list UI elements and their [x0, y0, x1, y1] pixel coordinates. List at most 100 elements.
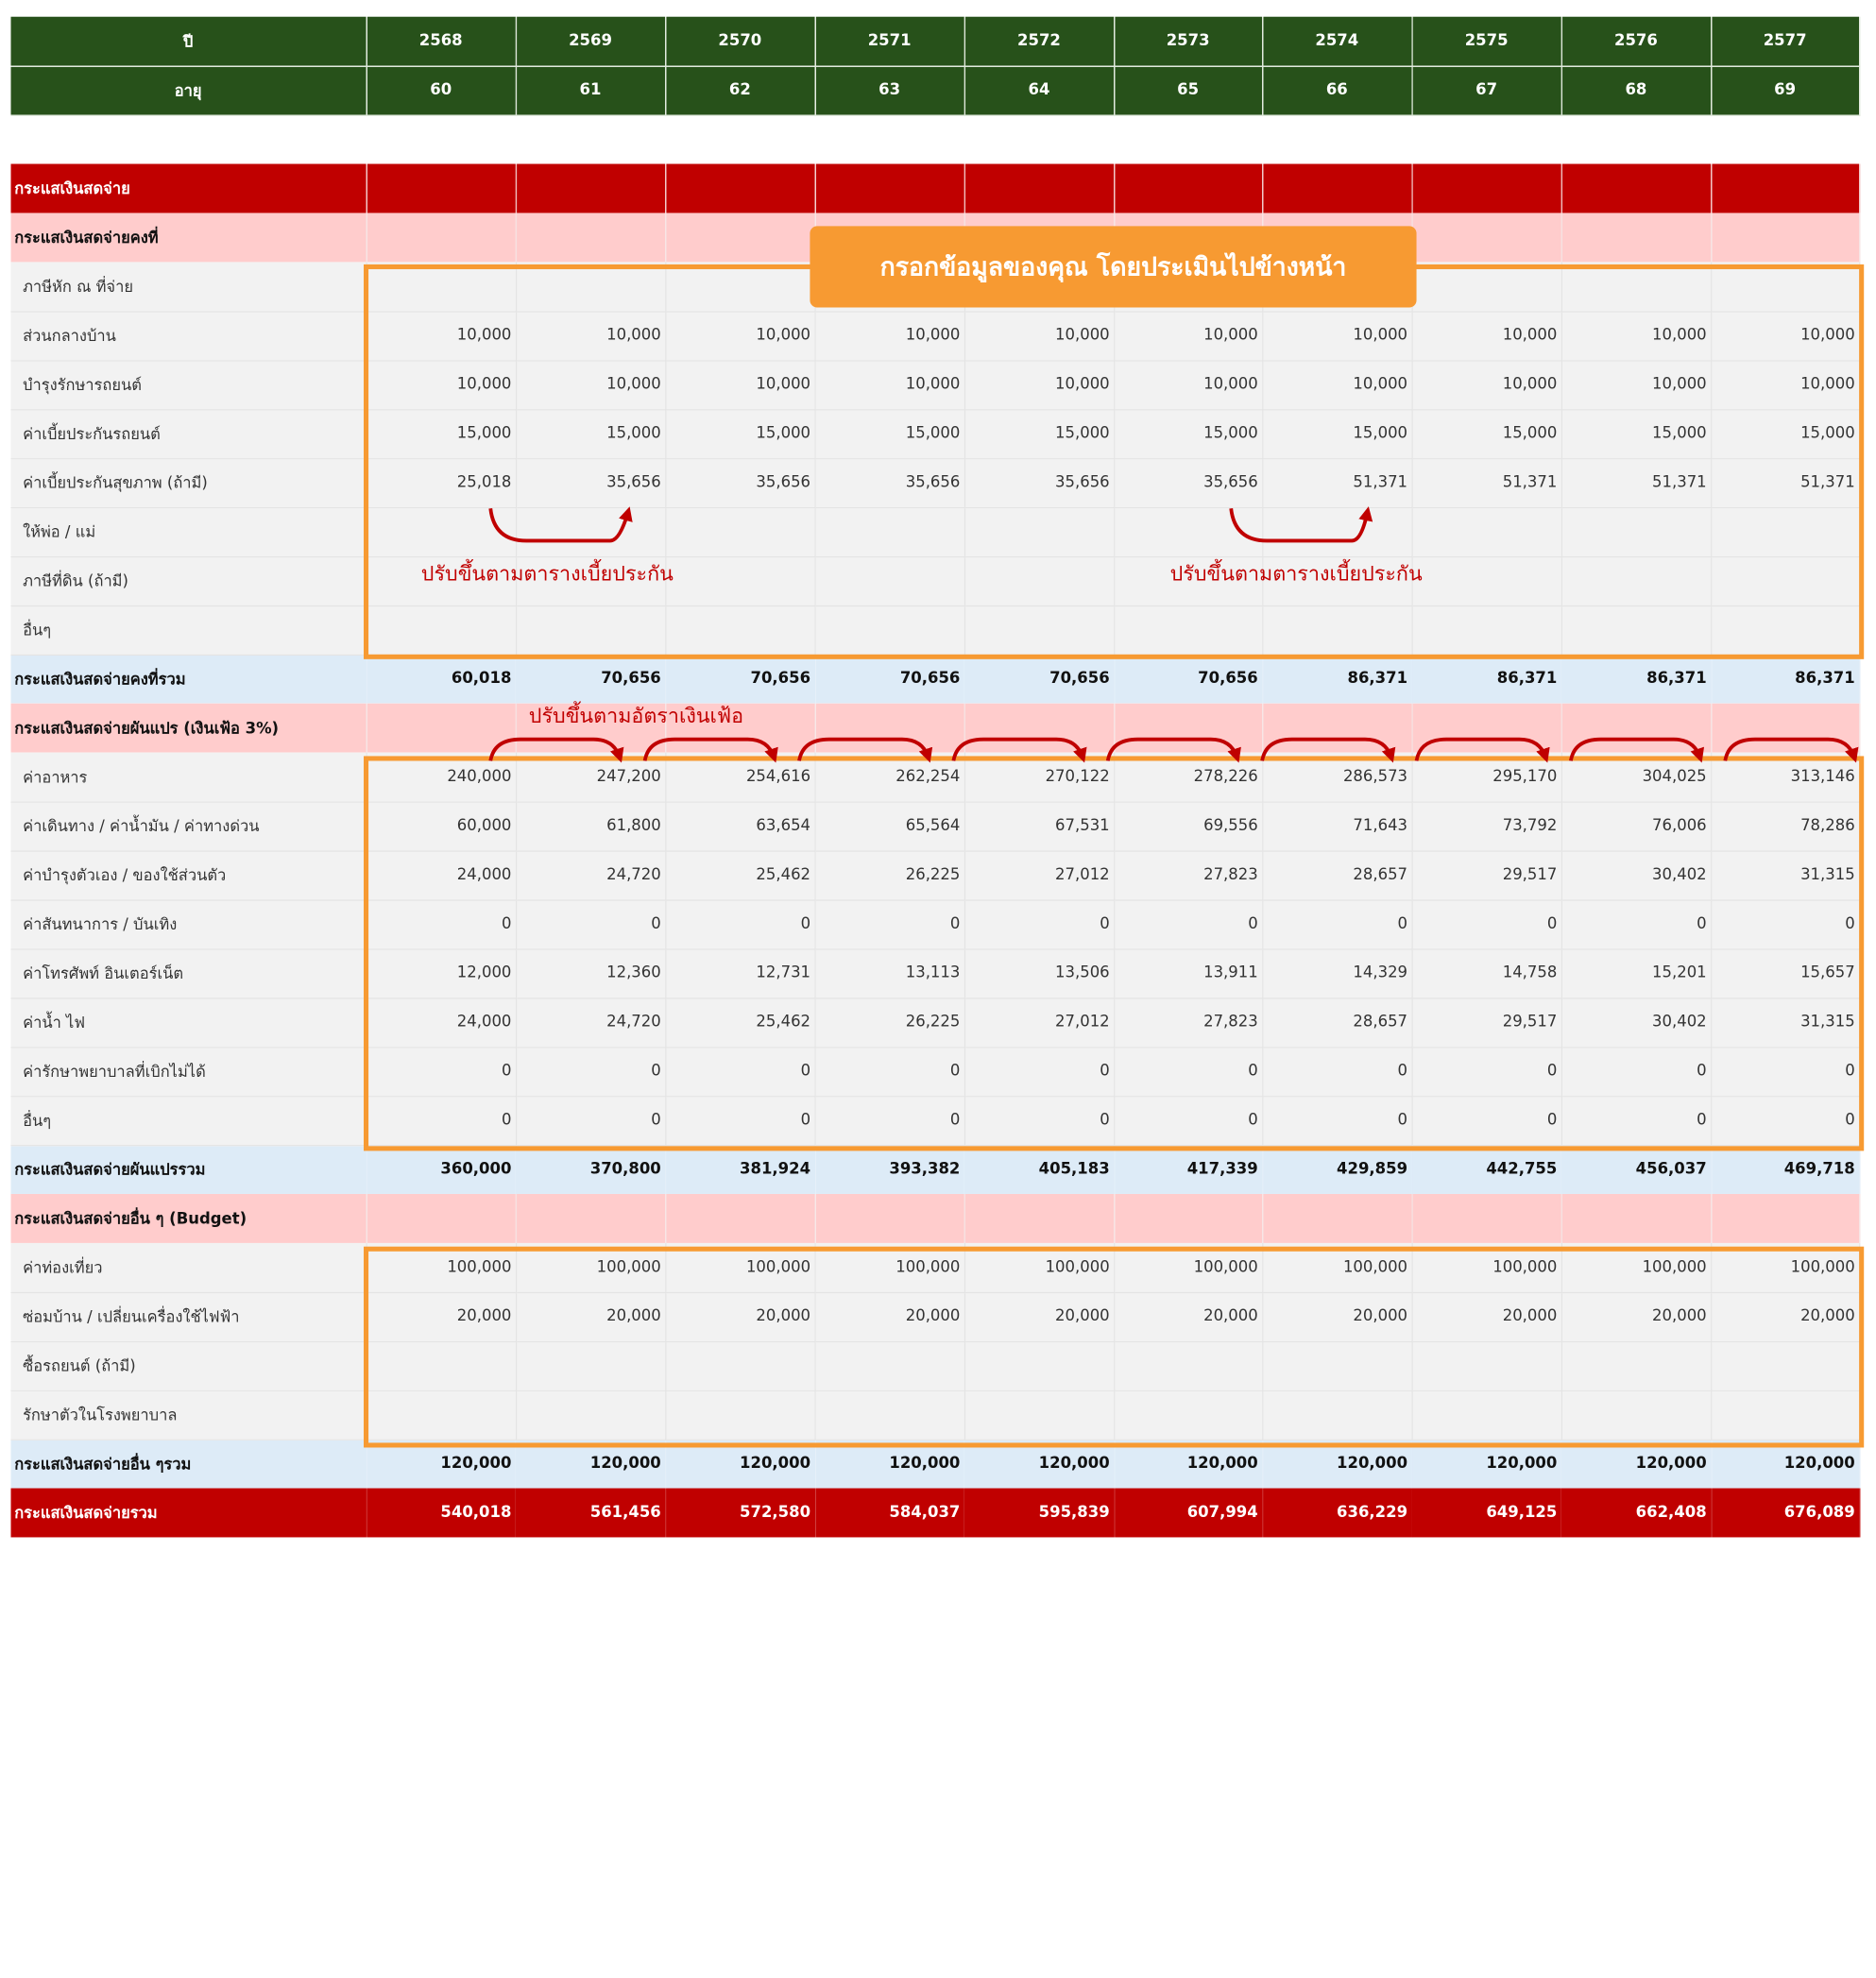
value-cell[interactable]: 63,654	[665, 801, 816, 852]
value-cell[interactable]: 61,800	[515, 801, 666, 852]
row-label[interactable]: ส่วนกลางบ้าน	[10, 311, 367, 361]
value-cell[interactable]: 393,382	[814, 1145, 965, 1194]
age-cell[interactable]: 62	[665, 65, 816, 116]
value-cell[interactable]	[1411, 213, 1562, 263]
value-cell[interactable]: 15,000	[1114, 409, 1263, 459]
row-label[interactable]: ซื้อรถยนต์ (ถ้ามี)	[10, 1340, 367, 1391]
value-cell[interactable]	[964, 1193, 1115, 1243]
value-cell[interactable]: 10,000	[515, 360, 666, 410]
value-cell[interactable]: 0	[814, 899, 965, 949]
value-cell[interactable]	[1711, 262, 1860, 312]
value-cell[interactable]: 20,000	[1114, 1291, 1263, 1342]
value-cell[interactable]	[1560, 163, 1712, 213]
value-cell[interactable]	[515, 1193, 666, 1243]
value-cell[interactable]: 15,657	[1711, 948, 1860, 998]
age-cell[interactable]: 65	[1114, 65, 1263, 116]
value-cell[interactable]	[515, 262, 666, 312]
value-cell[interactable]: 10,000	[366, 360, 517, 410]
value-cell[interactable]: 20,000	[366, 1291, 517, 1342]
value-cell[interactable]	[515, 506, 666, 557]
value-cell[interactable]: 0	[964, 899, 1115, 949]
value-cell[interactable]	[665, 213, 816, 263]
value-cell[interactable]	[515, 605, 666, 656]
value-cell[interactable]: 0	[1560, 1047, 1712, 1097]
value-cell[interactable]: 20,000	[515, 1291, 666, 1342]
value-cell[interactable]	[1114, 605, 1263, 656]
value-cell[interactable]: 35,656	[814, 458, 965, 508]
row-label[interactable]: ค่าท่องเที่ยว	[10, 1242, 367, 1293]
value-cell[interactable]	[1560, 1193, 1712, 1243]
value-cell[interactable]	[515, 555, 666, 606]
value-cell[interactable]: 20,000	[1262, 1291, 1413, 1342]
value-cell[interactable]	[515, 1340, 666, 1391]
value-cell[interactable]: 0	[1114, 1096, 1263, 1146]
value-cell[interactable]: 20,000	[1560, 1291, 1712, 1342]
value-cell[interactable]: 24,720	[515, 850, 666, 901]
value-cell[interactable]	[1262, 555, 1413, 606]
value-cell[interactable]: 14,758	[1411, 948, 1562, 998]
value-cell[interactable]	[515, 213, 666, 263]
row-label[interactable]: ค่าโทรศัพท์ อินเตอร์เน็ต	[10, 948, 367, 998]
row-label[interactable]: กระแสเงินสดจ่ายคงที่รวม	[10, 654, 367, 704]
row-label[interactable]: กระแสเงินสดจ่ายรวม	[10, 1488, 367, 1538]
value-cell[interactable]: 15,000	[814, 409, 965, 459]
row-label[interactable]: ซ่อมบ้าน / เปลี่ยนเครื่องใช้ไฟฟ้า	[10, 1291, 367, 1342]
value-cell[interactable]	[1711, 213, 1860, 263]
value-cell[interactable]: 69,556	[1114, 801, 1263, 852]
value-cell[interactable]	[1711, 555, 1860, 606]
value-cell[interactable]: 0	[515, 1047, 666, 1097]
row-label[interactable]: ภาษีที่ดิน (ถ้ามี)	[10, 555, 367, 606]
value-cell[interactable]: 15,000	[1262, 409, 1413, 459]
value-cell[interactable]: 10,000	[1711, 360, 1860, 410]
value-cell[interactable]	[814, 703, 965, 753]
age-cell[interactable]: 68	[1560, 65, 1712, 116]
value-cell[interactable]: 71,643	[1262, 801, 1413, 852]
value-cell[interactable]	[665, 1340, 816, 1391]
value-cell[interactable]: 595,839	[964, 1488, 1115, 1538]
year-cell[interactable]: 2574	[1262, 16, 1413, 67]
value-cell[interactable]: 67,531	[964, 801, 1115, 852]
year-cell[interactable]: 2575	[1411, 16, 1562, 67]
value-cell[interactable]	[1114, 1193, 1263, 1243]
year-cell[interactable]: 2569	[515, 16, 666, 67]
value-cell[interactable]: 0	[665, 1047, 816, 1097]
value-cell[interactable]	[1560, 605, 1712, 656]
value-cell[interactable]: 662,408	[1560, 1488, 1712, 1538]
value-cell[interactable]: 381,924	[665, 1145, 816, 1194]
value-cell[interactable]: 0	[1560, 1096, 1712, 1146]
row-label[interactable]: กระแสเงินสดจ่ายคงที่	[10, 213, 367, 263]
value-cell[interactable]: 12,360	[515, 948, 666, 998]
value-cell[interactable]: 456,037	[1560, 1145, 1712, 1194]
value-cell[interactable]	[1114, 1340, 1263, 1391]
value-cell[interactable]: 15,000	[515, 409, 666, 459]
value-cell[interactable]	[366, 1390, 517, 1441]
value-cell[interactable]: 10,000	[665, 360, 816, 410]
value-cell[interactable]: 0	[1711, 1047, 1860, 1097]
value-cell[interactable]	[1560, 1390, 1712, 1441]
value-cell[interactable]: 86,371	[1411, 654, 1562, 704]
value-cell[interactable]: 0	[515, 1096, 666, 1146]
value-cell[interactable]	[1114, 163, 1263, 213]
age-cell[interactable]: 66	[1262, 65, 1413, 116]
value-cell[interactable]: 0	[1262, 899, 1413, 949]
value-cell[interactable]: 676,089	[1711, 1488, 1860, 1538]
value-cell[interactable]	[1114, 703, 1263, 753]
value-cell[interactable]: 360,000	[366, 1145, 517, 1194]
value-cell[interactable]	[1560, 703, 1712, 753]
value-cell[interactable]: 26,225	[814, 850, 965, 901]
value-cell[interactable]: 0	[1262, 1096, 1413, 1146]
value-cell[interactable]	[814, 506, 965, 557]
value-cell[interactable]: 60,000	[366, 801, 517, 852]
value-cell[interactable]	[1262, 1390, 1413, 1441]
value-cell[interactable]: 0	[366, 1096, 517, 1146]
value-cell[interactable]: 10,000	[1262, 311, 1413, 361]
value-cell[interactable]: 0	[366, 899, 517, 949]
value-cell[interactable]: 15,000	[1411, 409, 1562, 459]
value-cell[interactable]	[1560, 1340, 1712, 1391]
value-cell[interactable]: 20,000	[814, 1291, 965, 1342]
value-cell[interactable]	[1711, 605, 1860, 656]
value-cell[interactable]: 26,225	[814, 998, 965, 1048]
value-cell[interactable]: 24,000	[366, 998, 517, 1048]
value-cell[interactable]: 15,201	[1560, 948, 1712, 998]
age-cell[interactable]: 69	[1711, 65, 1860, 116]
